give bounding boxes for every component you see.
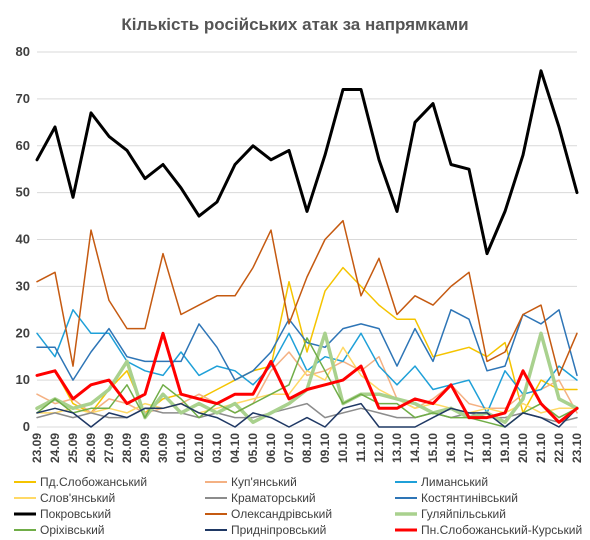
x-tick-label: 23.10	[570, 433, 584, 463]
x-tick-label: 28.09	[120, 433, 134, 463]
x-tick-label: 09.10	[318, 433, 332, 463]
x-tick-label: 23.09	[30, 433, 44, 463]
legend-entry: Придніпровський	[231, 523, 326, 537]
y-tick-label: 20	[16, 325, 30, 340]
x-tick-label: 25.09	[66, 433, 80, 463]
x-tick-label: 13.10	[390, 433, 404, 463]
legend-entry: Лиманський	[421, 475, 488, 489]
legend-entry: Костянтинівський	[421, 491, 518, 505]
legend-entry: Пн.Слобожанський-Курський	[421, 523, 582, 537]
x-tick-label: 11.10	[354, 433, 368, 463]
series-line-9	[36, 337, 578, 428]
x-tick-label: 26.09	[84, 433, 98, 463]
x-tick-label: 19.10	[498, 433, 512, 463]
series-line-6	[35, 69, 579, 256]
legend-entry: Олександрівський	[231, 507, 332, 521]
x-tick-label: 08.10	[300, 433, 314, 463]
x-tick-label: 04.10	[228, 433, 242, 463]
series-line-10	[36, 402, 578, 428]
series-line-0	[36, 266, 578, 414]
y-axis-ticks: 0 10 20 30 40 50 60 70 80	[16, 44, 30, 434]
series-line-11	[35, 331, 579, 424]
x-tick-label: 03.10	[210, 433, 224, 463]
x-tick-label: 21.10	[534, 433, 548, 463]
x-tick-label: 16.10	[444, 433, 458, 463]
y-tick-label: 50	[16, 185, 30, 200]
x-tick-label: 06.10	[264, 433, 278, 463]
x-tick-label: 27.09	[102, 433, 116, 463]
series-line-3	[36, 346, 578, 414]
y-tick-label: 0	[23, 419, 30, 434]
chart-title: Кількість російських атак за напрямками	[121, 15, 468, 34]
x-tick-label: 05.10	[246, 433, 260, 463]
x-tick-label: 10.10	[336, 433, 350, 463]
legend-entry: Куп'янський	[231, 475, 297, 489]
gridlines	[37, 51, 577, 428]
series-line-5	[36, 309, 578, 381]
legend-entry: Покровський	[40, 507, 111, 521]
x-tick-label: 22.10	[552, 433, 566, 463]
x-tick-label: 20.10	[516, 433, 530, 463]
x-tick-label: 24.09	[48, 433, 62, 463]
x-tick-label: 29.09	[138, 433, 152, 463]
legend-entry: Краматорський	[231, 491, 316, 505]
x-tick-label: 30.09	[156, 433, 170, 463]
x-tick-label: 14.10	[408, 433, 422, 463]
x-tick-label: 18.10	[480, 433, 494, 463]
series-lines	[35, 69, 579, 428]
y-tick-label: 70	[16, 91, 30, 106]
y-tick-label: 10	[16, 372, 30, 387]
x-tick-label: 01.10	[174, 433, 188, 463]
x-tick-label: 15.10	[426, 433, 440, 463]
x-tick-label: 17.10	[462, 433, 476, 463]
x-tick-label: 12.10	[372, 433, 386, 463]
legend-entry: Слов'янський	[40, 491, 115, 505]
x-tick-label: 07.10	[282, 433, 296, 463]
legend: Пд.Слобожанський Куп'янський Лиманський Сло…	[14, 475, 582, 537]
series-line-7	[36, 219, 578, 377]
y-tick-label: 80	[16, 44, 30, 59]
x-tick-label: 02.10	[192, 433, 206, 463]
y-tick-label: 30	[16, 278, 30, 293]
legend-entry: Оріхівський	[40, 523, 105, 537]
legend-entry: Гуляйпільський	[421, 507, 506, 521]
y-tick-label: 40	[16, 232, 30, 247]
legend-entry: Пд.Слобожанський	[40, 475, 147, 489]
x-axis-ticks: 23.09 24.09 25.09 26.09 27.09 28.09 29.09 30.09…	[30, 433, 584, 463]
y-tick-label: 60	[16, 138, 30, 153]
